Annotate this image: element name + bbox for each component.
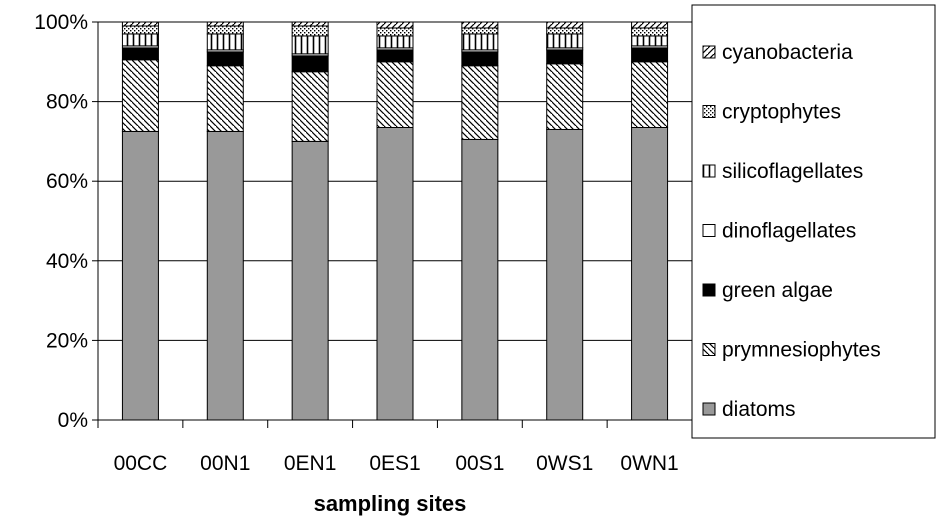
legend-swatch-dinoflagellates [702, 224, 716, 237]
x-tick-label: 00CC [114, 452, 168, 475]
axes [92, 21, 693, 428]
bar-segment-silicoflagellates [461, 33, 499, 51]
x-tick-label: 00N1 [200, 452, 250, 475]
bar-segment-diatoms [376, 126, 414, 421]
legend-box [691, 4, 936, 439]
y-tick-labels: 0% 20% 40% 60% 80% 100% [34, 11, 88, 432]
bar-segment-prymnesiophytes [291, 71, 329, 142]
y-tick-label: 60% [46, 170, 88, 193]
bar-segment-prymnesiophytes [376, 61, 414, 128]
x-tick-label: 0WN1 [620, 452, 678, 475]
legend-label: prymnesiophytes [722, 339, 881, 362]
bar-segment-cryptophytes [376, 27, 414, 37]
bar-segment-green-algae [546, 49, 584, 65]
bar-segment-green-algae [206, 51, 244, 67]
bar-segment-prymnesiophytes [206, 65, 244, 132]
bar-segment-green-algae [461, 51, 499, 67]
bar-segment-silicoflagellates [631, 35, 669, 47]
bar-segment-cyanobacteria [291, 21, 329, 27]
bars [121, 21, 669, 421]
x-tick-labels: 00CC 00N1 0EN1 0ES1 00S1 0WS1 0WN1 [114, 452, 679, 475]
bar-segment-green-algae [291, 55, 329, 73]
y-tick-label: 40% [46, 250, 88, 273]
bar-segment-cryptophytes [631, 27, 669, 37]
x-tick-label: 0ES1 [369, 452, 420, 475]
bar-segment-green-algae [121, 47, 159, 61]
bar-stack-00N1 [206, 21, 244, 421]
legend-label: cyanobacteria [722, 41, 853, 64]
x-tick-label: 00S1 [455, 452, 504, 475]
legend-label: cryptophytes [722, 101, 841, 124]
legend-swatch-cryptophytes [702, 105, 716, 118]
x-axis-title: sampling sites [314, 491, 467, 516]
bar-segment-cyanobacteria [206, 21, 244, 27]
y-tick-label: 0% [58, 409, 88, 432]
bar-stack-0EN1 [291, 21, 329, 421]
bar-segment-cyanobacteria [376, 21, 414, 29]
bar-segment-cryptophytes [291, 25, 329, 37]
bar-segment-cyanobacteria [121, 21, 159, 27]
bar-stack-0WN1 [631, 21, 669, 421]
legend-label: green algae [722, 279, 833, 302]
legend-label: silicoflagellates [722, 160, 863, 183]
y-tick-label: 20% [46, 329, 88, 352]
legend-swatch-silicoflagellates [702, 164, 716, 178]
bar-stack-0WS1 [546, 21, 584, 421]
legend-swatch-prymnesiophytes [702, 343, 716, 356]
bar-segment-prymnesiophytes [546, 63, 584, 130]
bar-segment-prymnesiophytes [461, 65, 499, 140]
bar-stack-00CC [121, 21, 159, 421]
bar-segment-cryptophytes [206, 25, 244, 35]
bar-segment-cryptophytes [461, 27, 499, 35]
x-tick-label: 0WS1 [536, 452, 593, 475]
x-tick-label: 0EN1 [284, 452, 337, 475]
legend-swatch-diatoms [702, 402, 716, 416]
bar-segment-green-algae [631, 47, 669, 63]
bar-segment-cyanobacteria [546, 21, 584, 29]
legend-swatch-cyanobacteria [702, 45, 716, 59]
bar-segment-cyanobacteria [631, 21, 669, 29]
bar-stack-00S1 [461, 21, 499, 421]
bar-segment-diatoms [546, 128, 584, 421]
bar-segment-diatoms [121, 130, 159, 421]
bar-segment-diatoms [291, 140, 329, 421]
bar-segment-diatoms [631, 126, 669, 421]
bar-segment-cyanobacteria [461, 21, 499, 29]
y-tick-label: 80% [46, 91, 88, 114]
bar-segment-diatoms [461, 138, 499, 421]
bar-segment-diatoms [206, 130, 244, 421]
legend: cyanobacteria cryptophytes silicoflagellat… [691, 4, 936, 439]
bar-segment-prymnesiophytes [631, 61, 669, 128]
bar-segment-silicoflagellates [206, 33, 244, 51]
legend-label: dinoflagellates [722, 220, 856, 243]
bar-segment-cryptophytes [546, 27, 584, 35]
bar-segment-cryptophytes [121, 25, 159, 35]
legend-label: diatoms [722, 398, 796, 421]
bar-segment-silicoflagellates [376, 35, 414, 49]
bar-segment-silicoflagellates [121, 33, 159, 47]
bar-stack-0ES1 [376, 21, 414, 421]
bar-segment-silicoflagellates [291, 35, 329, 55]
bar-segment-silicoflagellates [546, 33, 584, 49]
bar-segment-green-algae [376, 49, 414, 63]
bar-segment-prymnesiophytes [121, 59, 159, 132]
y-tick-label: 100% [34, 11, 88, 34]
legend-swatch-green-algae [702, 283, 716, 297]
